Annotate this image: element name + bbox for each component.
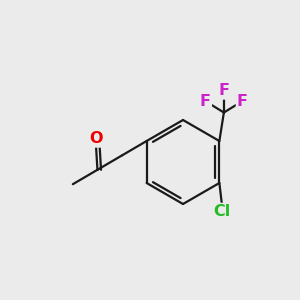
Text: F: F xyxy=(200,94,211,109)
Text: F: F xyxy=(218,83,230,98)
Text: O: O xyxy=(89,131,103,146)
Text: Cl: Cl xyxy=(214,204,231,219)
Text: F: F xyxy=(237,94,248,109)
